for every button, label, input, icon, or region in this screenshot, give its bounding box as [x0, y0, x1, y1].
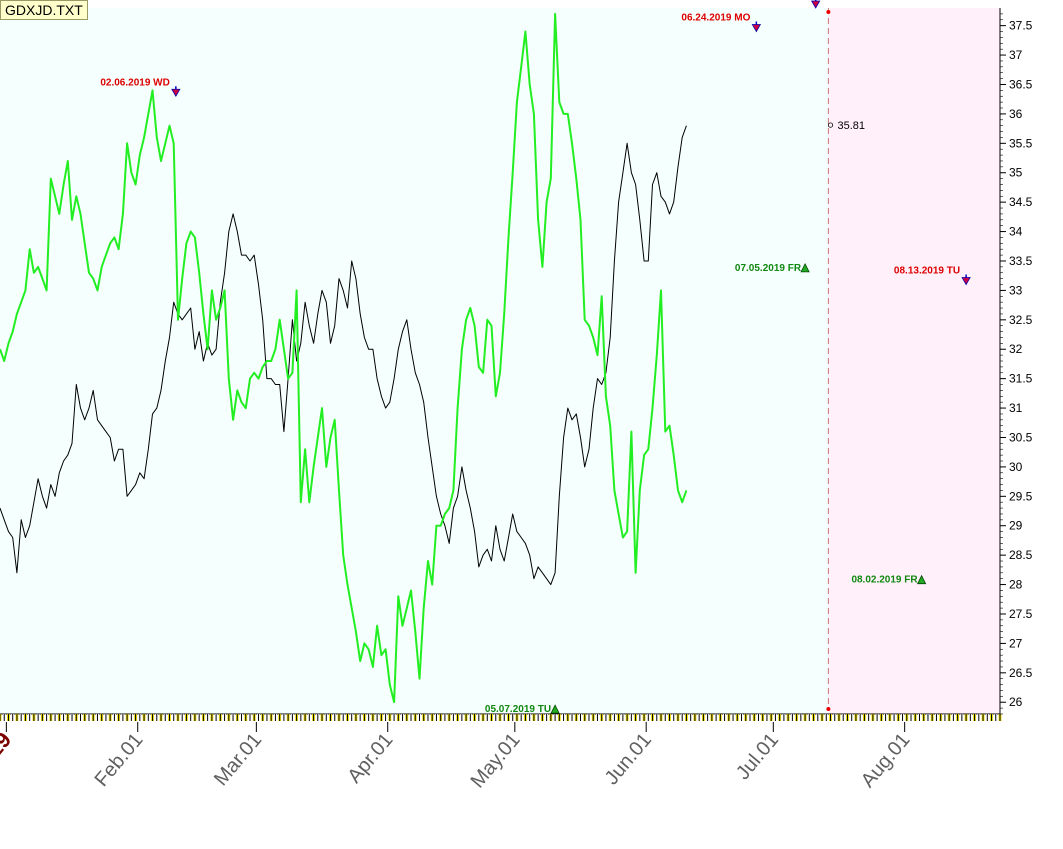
top-annotation-label: 08.13.2019 TU	[894, 266, 960, 277]
y-tick-label: 27	[1009, 636, 1023, 650]
bottom-marker-arrow	[800, 262, 810, 273]
divider-marker-top	[826, 10, 831, 14]
month-label: Jul.01	[732, 729, 783, 784]
y-tick-label: 29.5	[1009, 489, 1033, 503]
y-axis: 26 26.5 27 27.5 28 28.5 29 29.5 30 30.5 31 31.5 32 32…	[1000, 13, 1033, 715]
year-label: 2019	[0, 727, 16, 781]
month-label: Jun.01	[601, 729, 656, 789]
y-tick-label: 28.5	[1009, 548, 1033, 562]
y-tick-label: 32	[1009, 342, 1023, 356]
month-label: Feb.01	[91, 729, 148, 791]
y-tick-label: 28	[1009, 578, 1023, 592]
bottom-annotation-label: 08.02.2019 FR	[851, 575, 918, 586]
plot-area-forecast	[828, 8, 1000, 714]
y-tick-label: 33	[1009, 283, 1023, 297]
top-marker-arrow	[810, 0, 821, 9]
y-tick-label: 36	[1009, 107, 1023, 121]
y-tick-label: 27.5	[1009, 607, 1033, 621]
month-label: May.01	[467, 729, 525, 792]
y-tick-label: 29	[1009, 519, 1023, 533]
y-tick-label: 30.5	[1009, 430, 1033, 444]
series-line-black	[0, 125, 687, 586]
month-label: Mar.01	[210, 729, 266, 790]
day-cell	[0, 714, 2, 721]
top-marker-arrow	[171, 88, 181, 98]
y-tick-label: 34	[1009, 225, 1023, 239]
series-layer: 35.81	[0, 12, 866, 704]
y-tick-label: 31	[1009, 401, 1023, 415]
y-tick-label: 36.5	[1009, 77, 1033, 91]
y-tick-label: 30	[1009, 460, 1023, 474]
y-tick-label: 35.5	[1009, 136, 1033, 150]
bottom-marker-arrow	[916, 574, 927, 585]
bottom-marker-arrow	[550, 704, 560, 714]
y-tick-label: 35	[1009, 166, 1023, 180]
top-annotation-label: 02.06.2019 WD	[100, 77, 170, 88]
top-marker-arrow	[751, 24, 762, 33]
value-label: 35.81	[838, 120, 866, 132]
y-tick-label: 37	[1009, 48, 1023, 62]
series-line-green	[0, 12, 688, 704]
y-tick-label: 33.5	[1009, 254, 1033, 268]
y-tick-label: 26	[1009, 695, 1023, 709]
bottom-annotation-label: 07.05.2019 FR	[735, 263, 802, 274]
y-tick-label: 32.5	[1009, 313, 1033, 327]
month-label: Aug.01	[857, 729, 915, 792]
month-label: Apr.01	[344, 729, 398, 787]
plot-area-history	[0, 8, 829, 714]
top-marker-arrow	[961, 277, 971, 286]
top-annotation-label: 06.24.2019 MO	[681, 13, 750, 24]
divider-marker-bottom	[826, 707, 831, 711]
y-tick-label: 37.5	[1009, 19, 1033, 33]
y-tick-label: 31.5	[1009, 372, 1033, 386]
y-tick-label: 34.5	[1009, 195, 1033, 209]
x-axis: 2019 Feb.01 Mar.01 Apr.01 May.01 Jun.01 Jul.01…	[0, 722, 914, 792]
window-title: GDXJD.TXT	[0, 0, 88, 20]
value-label-marker	[827, 122, 834, 128]
y-tick-label: 26.5	[1009, 666, 1033, 680]
bottom-annotation-label: 05.07.2019 TU	[485, 704, 551, 715]
x-axis-tick-strip	[0, 713, 1002, 721]
